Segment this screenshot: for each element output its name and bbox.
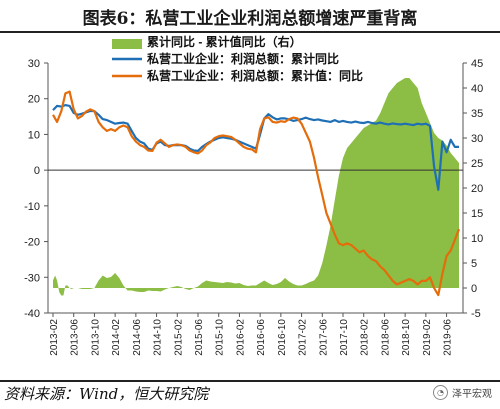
footer-divider	[0, 380, 500, 382]
x-tick-label: 2014-06	[132, 319, 143, 356]
x-tick-label: 2016-06	[256, 319, 267, 356]
legend-label: 私营工业企业：利润总额：累计同比	[146, 51, 339, 66]
legend-label: 私营工业企业：利润总额：累计值：同比	[146, 68, 363, 83]
brand-name: 泽平宏观	[452, 389, 492, 400]
x-tick-label: 2018-02	[360, 319, 371, 356]
y-right-tick-label: 25	[471, 158, 483, 170]
line-area-chart: -40 -30 -20 -10 0 10 20 30 -5 0 5 10 15 20 25 30 35 40 45 2…	[24, 34, 483, 356]
brand-watermark: ◔ 泽平宏观	[433, 385, 492, 400]
y-right-tick-label: 30	[471, 133, 483, 145]
x-tick-label: 2015-10	[215, 319, 226, 356]
y-right-tick-label: 5	[471, 258, 477, 270]
y-right-tick-label: 10	[471, 233, 483, 245]
x-tick-label: 2017-06	[318, 319, 329, 356]
y-right-tick-label: 35	[471, 108, 483, 120]
x-tick-label: 2014-02	[111, 319, 122, 356]
y-right-tick-label: 15	[471, 208, 483, 220]
y-right-tick-label: -5	[471, 308, 481, 320]
x-tick-label: 2019-02	[422, 319, 433, 356]
x-tick-label: 2013-06	[70, 319, 81, 356]
legend-swatch-area	[112, 39, 142, 49]
x-tick-label: 2018-10	[401, 319, 412, 356]
x-tick-label: 2017-10	[339, 319, 350, 356]
legend-label: 累计同比 - 累计值同比（右）	[147, 34, 302, 49]
chart-legend: 累计同比 - 累计值同比（右） 私营工业企业：利润总额：累计同比私营工业企业：利润…	[112, 34, 363, 83]
x-tick-label: 2016-10	[277, 319, 288, 356]
axes-layer: -40 -30 -20 -10 0 10 20 30 -5 0 5 10 15 20 25 30 35 40 45 2…	[24, 58, 483, 356]
series-area-0	[53, 78, 459, 296]
y-left-tick-label: 0	[34, 165, 40, 177]
area-series-layer	[53, 78, 459, 296]
y-left-tick-label: -40	[24, 308, 40, 320]
y-left-tick-label: 20	[28, 94, 40, 106]
x-tick-label: 2016-02	[235, 319, 246, 356]
y-right-tick-label: 40	[471, 83, 483, 95]
x-tick-label: 2019-06	[443, 319, 454, 356]
x-tick-label: 2013-10	[90, 319, 101, 356]
y-right-tick-label: 20	[471, 183, 483, 195]
x-tick-label: 2018-06	[380, 319, 391, 356]
y-right-tick-label: 45	[471, 58, 483, 70]
title-divider	[0, 31, 500, 33]
y-right-tick-label: 0	[471, 283, 477, 295]
y-left-tick-label: -10	[24, 201, 40, 213]
chart-title: 图表6：私营工业企业利润总额增速严重背离	[82, 8, 418, 29]
line-series-layer	[52, 90, 461, 297]
x-tick-label: 2015-06	[194, 319, 205, 356]
wechat-icon: ◔	[433, 385, 448, 400]
x-tick-label: 2014-10	[153, 319, 164, 356]
y-left-tick-label: 30	[28, 58, 40, 70]
series-line-2	[52, 90, 461, 297]
x-tick-label: 2017-02	[298, 319, 309, 356]
source-note: 资料来源：Wind，恒大研究院	[4, 385, 209, 403]
x-tick-label: 2015-02	[173, 319, 184, 356]
x-tick-label: 2013-02	[49, 319, 60, 356]
y-left-tick-label: -20	[24, 237, 40, 249]
y-left-tick-label: 10	[28, 129, 40, 141]
y-left-tick-label: -30	[24, 272, 40, 284]
